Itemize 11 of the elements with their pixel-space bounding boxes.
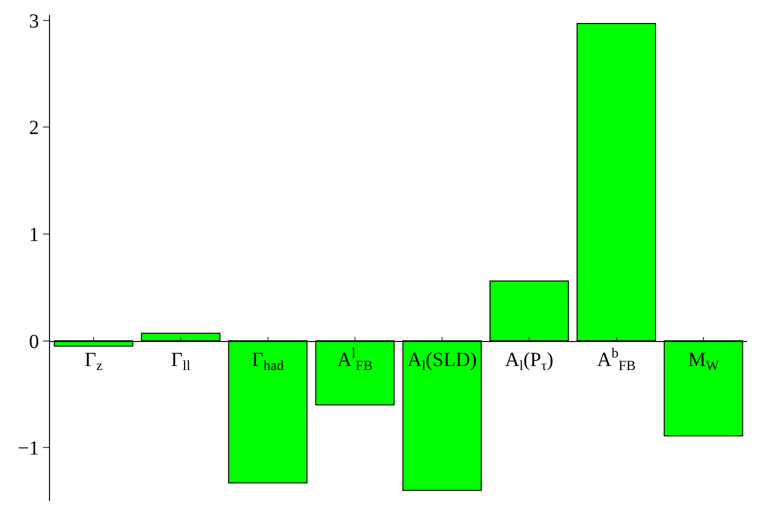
y-tick-label: 3 xyxy=(29,10,39,32)
y-tick-label: 1 xyxy=(29,224,39,246)
x-tick-label: Γ$_{had}$ xyxy=(252,348,284,374)
y-tick-label: 0 xyxy=(29,330,39,353)
y-tick-label: −1 xyxy=(18,438,39,460)
x-tick-label: A$_{l}$(P$_{τ}$) xyxy=(504,348,554,374)
x-tick-label: Γ$_{z}$ xyxy=(84,348,102,374)
x-tick-label: M$_{W}$ xyxy=(688,348,720,374)
x-tick-label: Γ$_{ll}$ xyxy=(171,348,190,374)
x-tick-label: A$_{l}$(SLD) xyxy=(407,348,477,374)
y-tick-label: 2 xyxy=(29,117,39,140)
